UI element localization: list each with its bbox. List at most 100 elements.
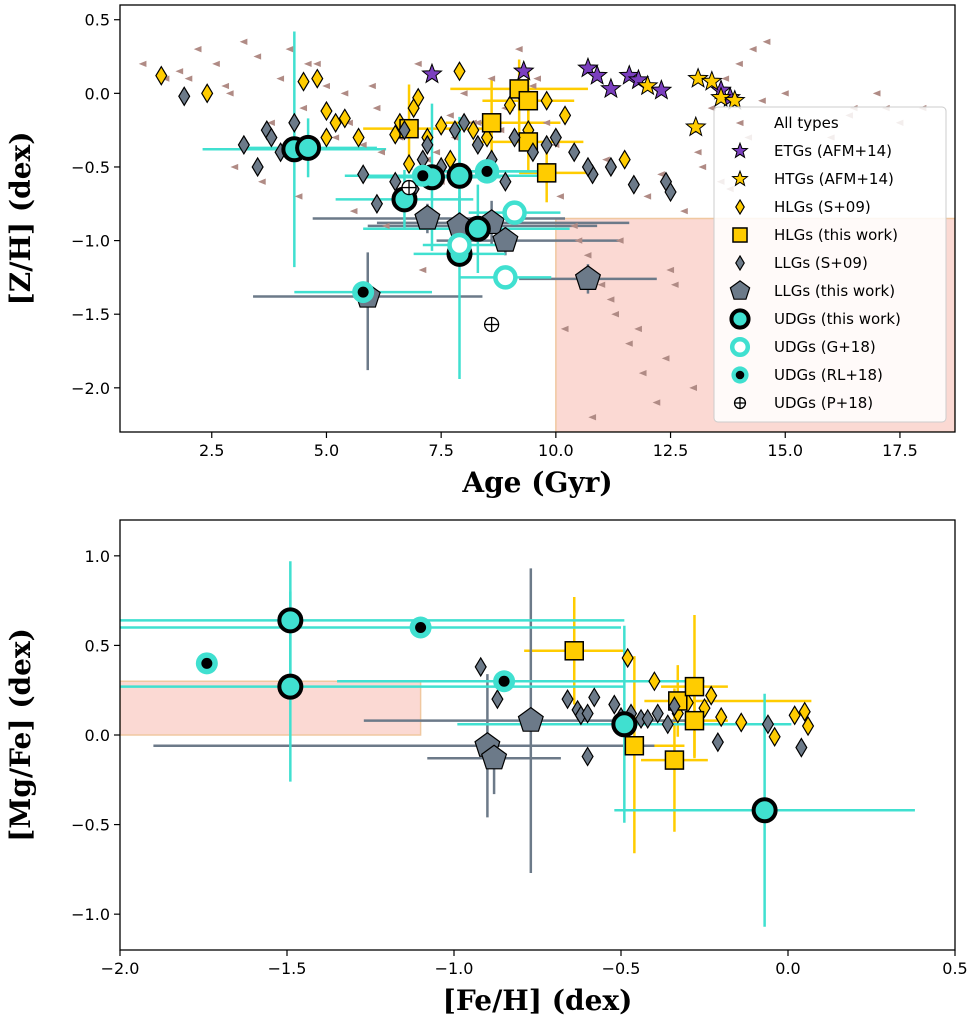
legend-label-llgs-s-09: LLGs (S+09)	[774, 254, 868, 272]
all-types-point	[138, 60, 147, 68]
all-types-point	[643, 193, 652, 200]
hlgs-s-09-point	[297, 71, 310, 92]
y-tick-label: −0.5	[71, 816, 110, 835]
all-types-point	[625, 340, 633, 347]
llgs-s-09-point	[549, 127, 562, 148]
all-types-point	[221, 82, 230, 90]
all-types-point	[698, 163, 707, 171]
llgs-s-09-point	[398, 119, 411, 141]
all-types-point	[230, 163, 239, 171]
y-tick-label: 0.5	[85, 636, 110, 655]
all-types-point	[345, 119, 353, 126]
y-tick-label: 0.0	[85, 84, 110, 103]
llgs-s-09-point	[421, 134, 434, 156]
all-types-point	[574, 237, 583, 244]
all-types-point	[707, 104, 716, 112]
all-types-point	[212, 60, 220, 68]
all-types-point	[606, 296, 615, 303]
all-types-point	[560, 325, 569, 333]
hlgs-s-09-point	[788, 705, 801, 726]
all-types-point	[313, 60, 321, 68]
htgs-afm-14-point	[687, 67, 709, 88]
hlgs-s-09-point	[352, 127, 365, 148]
all-types-point	[459, 90, 468, 97]
top-panel: 2.5 5.0 7.5 10.0 12.5 15.0 17.5 0.5 0.0 −0.5 −1.0 −…	[4, 4, 956, 499]
hlgs-s-09-point	[320, 100, 333, 122]
all-types-point	[735, 60, 743, 68]
llgs-s-09-point	[526, 142, 540, 163]
all-types-point	[533, 75, 541, 82]
legend-frame	[713, 106, 947, 423]
legend-label-htgs-afm-14: HTGs (AFM+14)	[774, 170, 894, 188]
y-tick-label: −1.0	[71, 232, 110, 251]
all-types-point	[184, 75, 193, 82]
all-types-point	[638, 369, 647, 377]
hlgs-s-09-point	[768, 726, 781, 747]
legend-label-etgs-afm-14: ETGs (AFM+14)	[774, 142, 892, 160]
all-types-point	[340, 90, 349, 97]
all-types-point	[418, 266, 427, 274]
llgs-s-09-point	[581, 746, 594, 767]
y-tick-label: 0.5	[85, 11, 110, 30]
hlgs-s-09-point	[311, 68, 324, 89]
all-types-point	[446, 112, 454, 119]
hlgs-s-09-point	[338, 108, 351, 129]
udgs-this-work-legend-marker	[729, 308, 751, 330]
llgs-this-work-legend-marker	[729, 280, 751, 300]
all-types-point	[175, 68, 184, 75]
all-types-point	[721, 75, 730, 82]
plot-area	[120, 561, 915, 927]
legend-label-udgs-g-18: UDGs (G+18)	[774, 338, 876, 356]
llgs-s-09-point	[508, 127, 521, 148]
x-tick-label: 17.5	[882, 441, 918, 460]
udgs-g-18-point	[502, 200, 527, 225]
hlgs-s-09-point	[798, 701, 811, 722]
all-types-point	[414, 60, 422, 68]
axes-frame	[119, 4, 956, 433]
all-types-point	[368, 82, 376, 90]
y-axis-label: [Mg/Fe] (dex)	[4, 628, 37, 842]
hlgs-s-09-point	[735, 712, 748, 733]
udgs-rl-18-legend-marker-center	[735, 370, 745, 380]
udgs-g-18-point	[447, 232, 472, 258]
udgs-this-work-point	[446, 162, 473, 189]
llgs-s-09-point	[627, 174, 640, 195]
hlgs-s-09-point	[435, 115, 448, 136]
y-tick-label: −0.5	[71, 158, 110, 177]
hlgs-s-09-point	[389, 124, 402, 145]
llgs-s-09-point	[641, 708, 654, 730]
hlgs-s-09-point	[558, 105, 572, 126]
hlgs-s-09-point	[480, 127, 494, 148]
x-axis-label: [Fe/H] (dex)	[443, 984, 633, 1017]
udgs-this-work-point	[751, 797, 778, 824]
bottom-panel: −2.0 −1.5 −1.0 −0.5 0.0 0.5 1.0 0.5 0.0 −0.5 −1.0 […	[4, 519, 968, 1017]
llgs-s-09-point	[288, 112, 301, 133]
hlgs-this-work-point	[684, 676, 705, 697]
all-types-point	[294, 193, 303, 200]
llgs-s-09-point	[761, 714, 775, 735]
all-types-point	[597, 281, 606, 288]
htgs-afm-14-point	[700, 70, 723, 91]
llgs-s-09-point	[581, 703, 594, 724]
all-types-point	[634, 325, 642, 333]
x-tick-label: 5.0	[314, 441, 339, 460]
llgs-s-09-point	[448, 119, 462, 141]
all-types-point	[432, 149, 441, 156]
htgs-afm-14-legend-marker	[731, 169, 749, 187]
all-types-point	[693, 149, 702, 156]
hlgs-s-09-point	[201, 83, 214, 104]
llgs-s-09-point	[251, 156, 264, 178]
all-types-point	[748, 46, 757, 53]
llgs-s-09-point	[491, 689, 504, 710]
x-tick-label: 7.5	[428, 441, 453, 460]
udgs-this-work-point	[611, 711, 638, 738]
etgs-afm-14-point	[618, 64, 641, 85]
all-types-point	[299, 104, 308, 112]
all-types-point	[652, 399, 661, 406]
udgs-this-work-point	[464, 215, 491, 242]
all-types-point	[303, 60, 312, 68]
x-tick-label: −1.0	[435, 959, 474, 978]
x-tick-label: −0.5	[602, 959, 641, 978]
llgs-s-09-point	[711, 732, 724, 753]
hlgs-s-09-point	[801, 715, 815, 737]
